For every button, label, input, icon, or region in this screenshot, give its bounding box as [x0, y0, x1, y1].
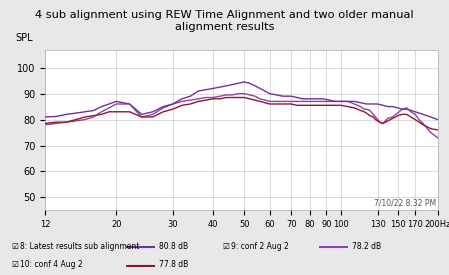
- Text: 4 sub alignment using REW Time Alignment and two older manual
alignment results: 4 sub alignment using REW Time Alignment…: [35, 10, 414, 32]
- Text: ☑: ☑: [222, 242, 229, 251]
- Text: 7/10/22 8:32 PM: 7/10/22 8:32 PM: [374, 198, 436, 207]
- Text: 77.8 dB: 77.8 dB: [159, 260, 189, 269]
- Text: 10: conf 4 Aug 2: 10: conf 4 Aug 2: [20, 260, 83, 269]
- Text: ☑: ☑: [11, 260, 18, 269]
- Text: SPL: SPL: [15, 33, 33, 43]
- Text: 80.8 dB: 80.8 dB: [159, 242, 189, 251]
- Text: 8: Latest results sub alignment: 8: Latest results sub alignment: [20, 242, 140, 251]
- Text: 78.2 dB: 78.2 dB: [352, 242, 382, 251]
- Text: 9: conf 2 Aug 2: 9: conf 2 Aug 2: [231, 242, 289, 251]
- Text: ☑: ☑: [11, 242, 18, 251]
